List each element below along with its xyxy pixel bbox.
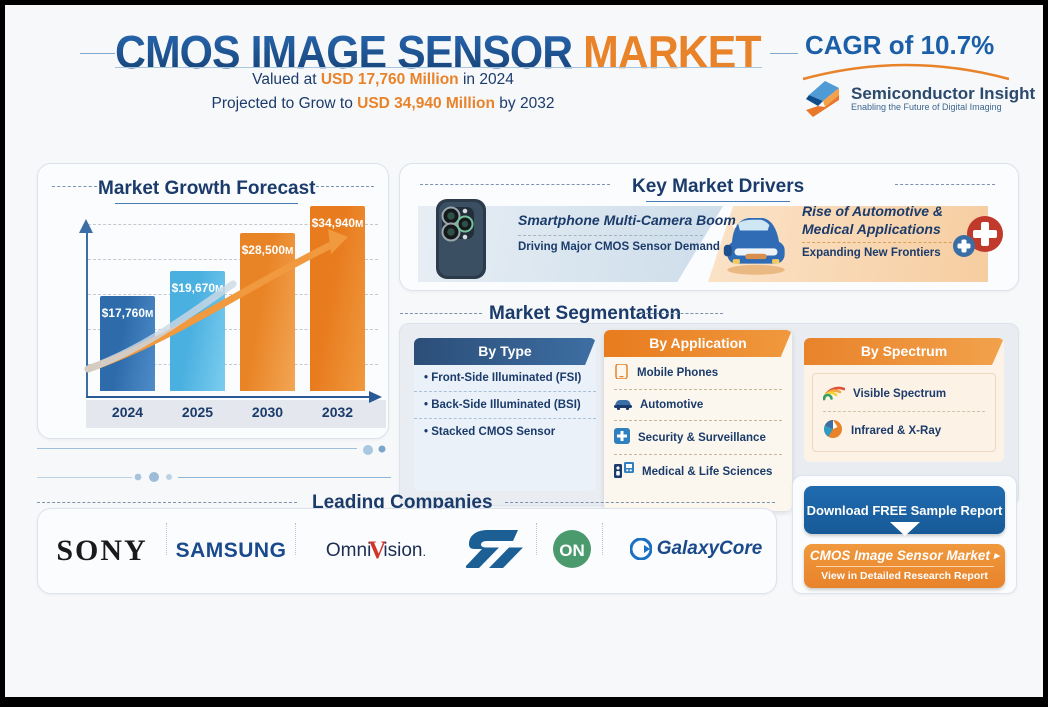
- svg-text:ON: ON: [559, 541, 585, 560]
